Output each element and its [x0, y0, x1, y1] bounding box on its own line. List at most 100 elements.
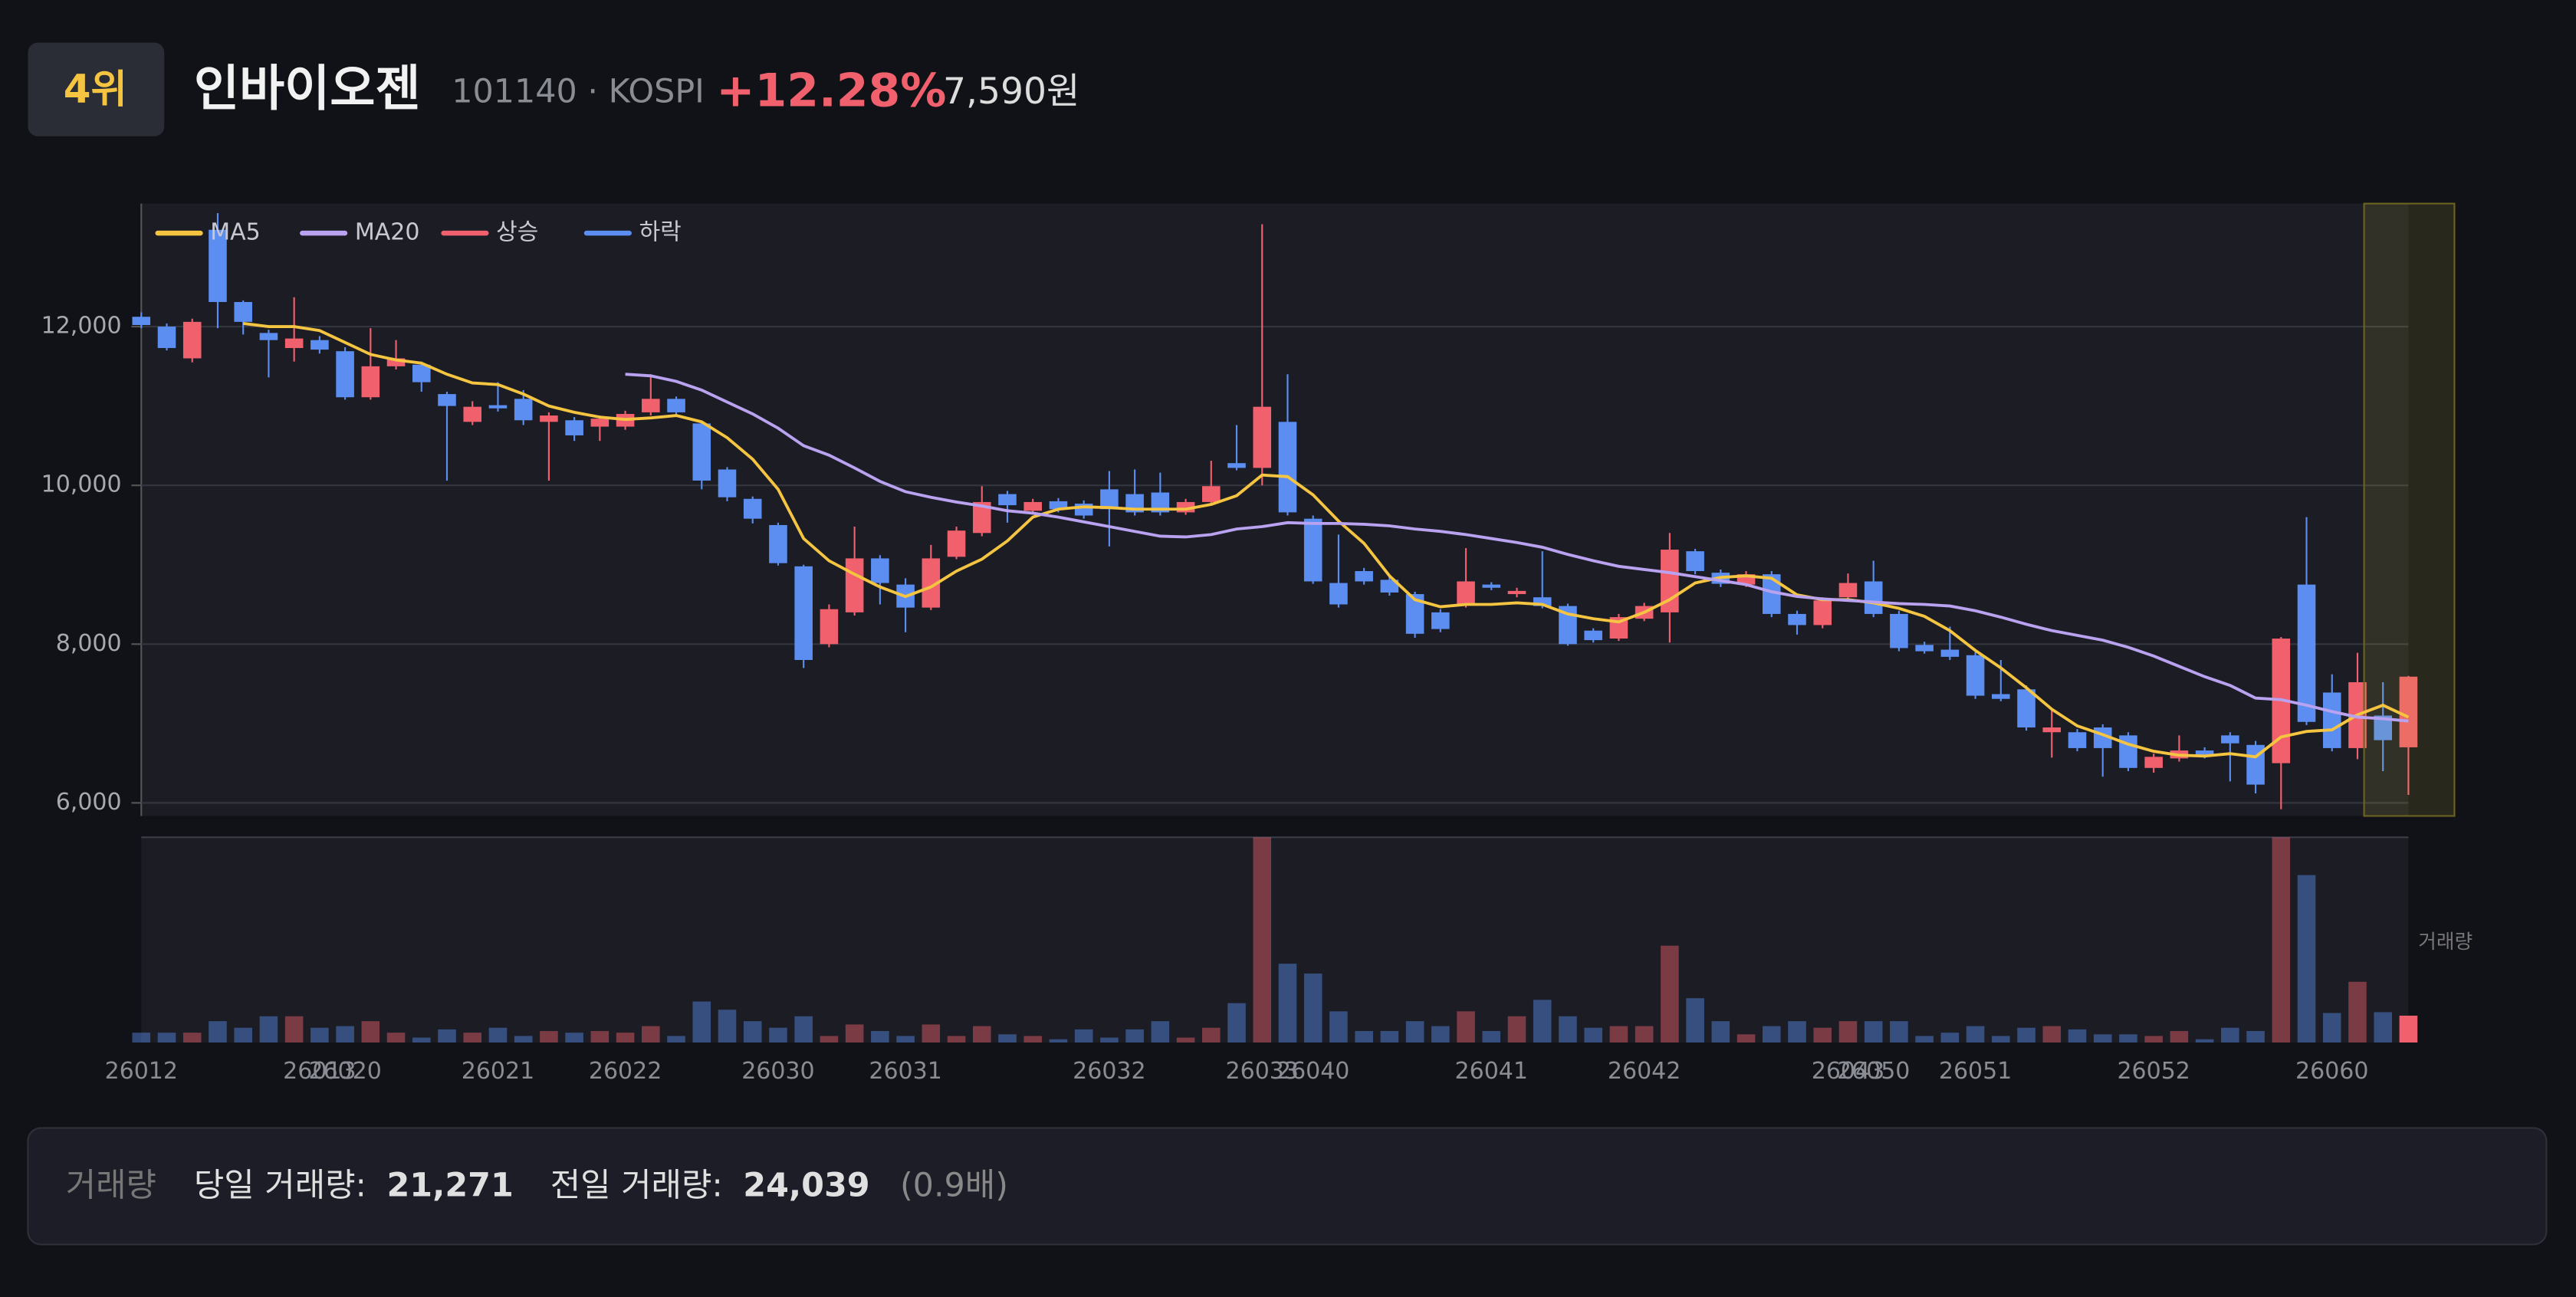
volume-bar	[1711, 1021, 1730, 1043]
legend-label: MA5	[210, 219, 260, 246]
candle-body	[998, 494, 1017, 506]
volume-bar	[1559, 1016, 1577, 1043]
volume-bar	[1482, 1031, 1501, 1043]
x-tick-label: 26051	[1939, 1058, 2012, 1085]
candle-body	[2374, 715, 2392, 740]
volume-bar	[2068, 1029, 2087, 1043]
volume-bar	[1457, 1011, 1475, 1043]
volume-bar	[820, 1036, 839, 1043]
volume-bar	[488, 1027, 508, 1043]
footer: 거래량 당일 거래량: 21,271 전일 거래량: 24,039 (0.9배)	[66, 1166, 1008, 1204]
candle-body	[2017, 689, 2036, 728]
candle-body	[1686, 551, 1704, 572]
volume-bar	[1813, 1027, 1832, 1043]
ratio: (0.9배)	[900, 1166, 1008, 1204]
candle-body	[336, 351, 354, 398]
highlight	[2363, 202, 2456, 817]
candle-body	[1227, 463, 1246, 468]
candle-body	[1890, 613, 1908, 648]
volume-bar	[1380, 1031, 1399, 1043]
volume-bar	[1838, 1021, 1858, 1043]
volume-bar	[1584, 1027, 1602, 1043]
candle-body	[2221, 735, 2239, 744]
candle-body	[234, 301, 252, 322]
candle-body	[1431, 612, 1450, 629]
volume-bar	[922, 1024, 941, 1043]
volume-bar	[616, 1033, 635, 1043]
volume-bar	[1940, 1033, 1960, 1043]
volume-bar	[132, 1033, 151, 1043]
volume-bar	[361, 1021, 380, 1043]
candle-body	[743, 498, 762, 519]
candle-body	[794, 566, 813, 660]
candle-body	[1253, 406, 1272, 468]
candle-body	[1762, 574, 1781, 614]
candle-body	[2144, 757, 2163, 768]
volume-bars	[132, 837, 2418, 1043]
rank-badge	[28, 42, 165, 136]
volume-bar	[769, 1027, 787, 1043]
candle-body	[182, 321, 202, 359]
stock-name: 인바이오젠	[194, 61, 421, 118]
candle-body	[1992, 694, 2010, 699]
x-tick-label: 26012	[105, 1058, 178, 1085]
candle-body	[947, 530, 966, 557]
candle-body	[2195, 750, 2214, 756]
x-tick-label: 26060	[2295, 1058, 2368, 1085]
volume-bar	[514, 1036, 533, 1043]
footer-panel	[27, 1127, 2548, 1246]
x-tick-label: 26013	[283, 1058, 356, 1085]
y-tick-label: 6,000	[56, 789, 122, 816]
volume-bar	[565, 1033, 583, 1043]
volume-bar	[336, 1026, 354, 1043]
ma-line	[625, 373, 2409, 723]
candle-body	[2042, 727, 2062, 733]
y-tick-label: 12,000	[41, 313, 122, 340]
rank: 4위	[64, 67, 127, 113]
volume-bar	[845, 1024, 864, 1043]
candle-body	[514, 399, 533, 421]
volume-bar	[1661, 945, 1679, 1043]
volume-bar	[2221, 1027, 2239, 1043]
candle-body	[1584, 630, 1602, 641]
volume-bar	[1278, 964, 1297, 1043]
grid: 6,000 8,000 10,000 12,000	[41, 313, 2409, 816]
volume-bar	[540, 1031, 558, 1043]
volume-bar	[1737, 1034, 1756, 1043]
candle-body	[1355, 571, 1373, 582]
volume-bar	[234, 1027, 252, 1043]
candle-body	[1533, 597, 1552, 606]
volume-bar	[259, 1016, 278, 1043]
x-tick-label: 26031	[869, 1058, 941, 1085]
volume-bar	[2322, 1013, 2341, 1043]
candle-body	[259, 333, 278, 340]
volume-bar	[1966, 1026, 1985, 1043]
change: +12.28%	[716, 64, 946, 118]
volume-bar	[896, 1036, 915, 1043]
candle-body	[769, 524, 787, 563]
volume-bar	[1992, 1036, 2010, 1043]
volume-bar	[2195, 1039, 2214, 1043]
volume-bar	[1227, 1003, 1246, 1043]
candle-body	[1151, 492, 1170, 513]
volume-bar	[438, 1029, 456, 1043]
volume-bar	[2093, 1034, 2112, 1043]
candle-body	[1278, 422, 1297, 513]
candle-body	[1202, 486, 1221, 502]
volume-bar	[463, 1033, 482, 1043]
volume-bar	[1176, 1037, 1195, 1043]
candle-body	[310, 340, 329, 350]
volume-bar	[1100, 1037, 1119, 1043]
candle-body	[1380, 580, 1399, 593]
volume-label: 거래량	[2418, 931, 2472, 954]
volume-bar	[718, 1010, 737, 1043]
x-tick-label: 26040	[1276, 1058, 1349, 1085]
volume-bar	[1915, 1036, 1934, 1043]
candle-body	[1813, 600, 1832, 626]
candle-body	[692, 423, 711, 481]
candle-body	[2322, 692, 2341, 748]
prev-label: 전일 거래량:	[550, 1166, 723, 1204]
candle-body	[209, 229, 227, 302]
candle-body	[972, 501, 991, 534]
volume-bar	[2297, 875, 2316, 1043]
